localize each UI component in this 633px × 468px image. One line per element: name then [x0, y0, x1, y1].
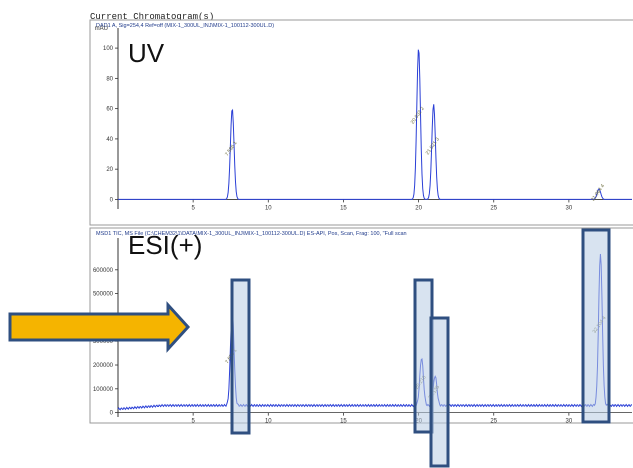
series-line: [118, 49, 632, 200]
x-tick-label: 25: [490, 205, 497, 211]
x-tick-label: 25: [490, 419, 497, 425]
y-tick-label: 300000: [93, 339, 114, 345]
y-tick-label: 80: [106, 76, 113, 82]
x-tick-label: 30: [566, 419, 573, 425]
x-tick-label: 20: [415, 205, 422, 211]
y-tick-label: 20: [106, 167, 113, 173]
y-tick-label: 100: [103, 46, 114, 52]
x-tick-label: 5: [191, 419, 195, 425]
series-line: [117, 254, 633, 411]
x-tick-label: 10: [265, 419, 272, 425]
x-tick-label: 10: [265, 205, 272, 211]
x-tick-label: 15: [340, 419, 347, 425]
x-tick-label: 30: [566, 205, 573, 211]
y-tick-label: 200000: [93, 363, 114, 369]
plot-frame: [89, 19, 633, 226]
y-tick-label: 40: [106, 137, 113, 143]
peak-highlight-box: [413, 278, 434, 434]
y-tick-label: 600000: [93, 268, 114, 274]
overlay-label: ESI(+): [128, 230, 202, 260]
y-tick-label: 100000: [93, 387, 114, 393]
y-axis-label: mAU: [95, 26, 108, 32]
chart-header: MSD1 TIC, MS File (C:\CHEM32\1\DATA\MIX-…: [96, 231, 407, 237]
x-tick-label: 5: [191, 205, 195, 211]
y-tick-label: 60: [106, 107, 113, 113]
arrow-shape: [8, 301, 191, 353]
overlay-label: UV: [128, 38, 165, 68]
peak-highlight-box: [581, 228, 611, 424]
window-title: Current Chromatogram(s): [90, 12, 215, 22]
y-tick-label: 0: [110, 411, 114, 417]
peak-highlight-box: [230, 278, 251, 435]
y-tick-label: 0: [110, 197, 114, 203]
x-tick-label: 15: [340, 205, 347, 211]
peak-highlight-box: [429, 316, 450, 468]
chart-header: DAD1 A, Sig=254,4 Ref=off (MIX-1_300UL_I…: [96, 23, 274, 29]
y-tick-label: 500000: [93, 292, 114, 298]
